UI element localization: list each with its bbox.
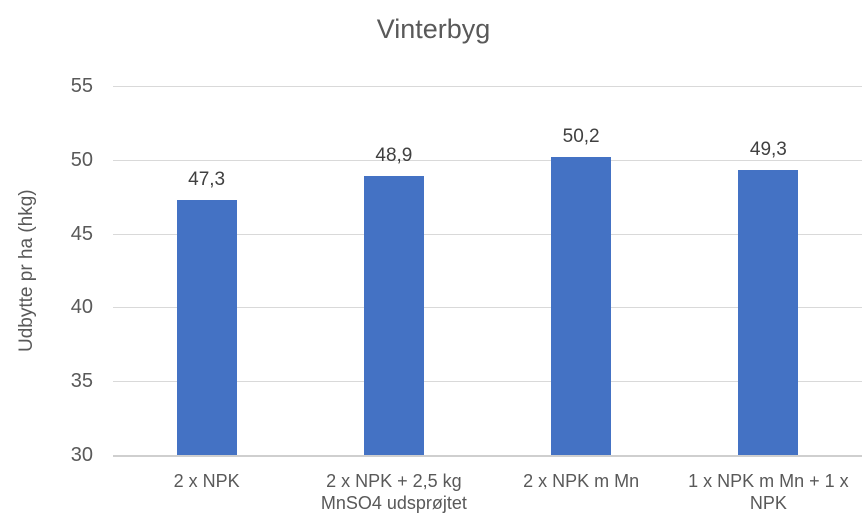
y-tick-label: 50 (70, 148, 93, 171)
bar-data-label: 47,3 (188, 168, 226, 190)
x-category-label: 2 x NPK + 2,5 kg MnSO4 udsprøjtet (320, 471, 467, 513)
y-axis-tick-labels: 30 35 40 45 50 55 (0, 75, 93, 466)
y-tick-label: 55 (70, 75, 93, 97)
x-axis-category-labels: 2 x NPK 2 x NPK + 2,5 kg MnSO4 udsprøjtet… (113, 470, 862, 514)
bar-data-label: 48,9 (375, 145, 413, 167)
gridline (113, 159, 862, 161)
plot-area: 47,3 48,9 50,2 49,3 (113, 86, 862, 457)
gridline (113, 381, 862, 383)
bar (738, 170, 799, 455)
bar-data-label: 49,3 (749, 139, 787, 161)
bar (551, 156, 612, 455)
bar (176, 199, 237, 455)
y-tick-label: 40 (70, 296, 93, 319)
gridline (113, 233, 862, 235)
gridline (113, 307, 862, 309)
bar-data-label: 50,2 (562, 125, 600, 147)
y-tick-label: 35 (70, 370, 93, 393)
y-tick-label: 45 (70, 222, 93, 245)
bar (363, 176, 424, 455)
y-tick-label: 30 (70, 444, 93, 466)
gridline (113, 86, 862, 87)
x-category-label: 2 x NPK (173, 471, 240, 491)
chart-title: Vinterbyg (376, 14, 491, 44)
x-category-label: 1 x NPK m Mn + 1 x NPK (688, 471, 849, 513)
x-category-label: 2 x NPK m Mn (523, 471, 640, 491)
